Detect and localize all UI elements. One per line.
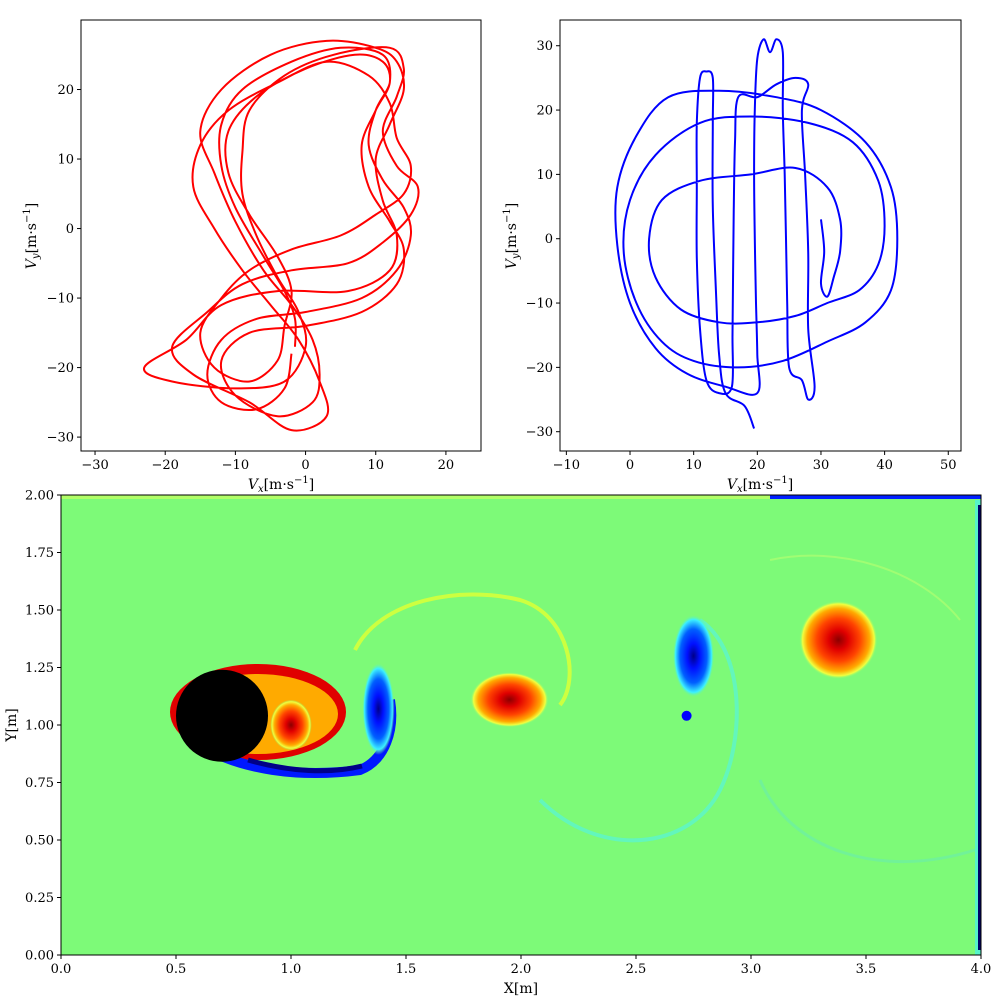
x-tick-label: −10 (222, 458, 249, 473)
y-tick-label: 1.50 (25, 604, 54, 619)
y-tick-label: 20 (536, 104, 553, 119)
x-tick-label: 2.0 (511, 962, 532, 977)
shear-filament-cyan (538, 618, 739, 843)
x-axis-label: Vx[m·s−1] (727, 475, 793, 495)
vortex-positive (799, 600, 878, 680)
x-tick-label: 20 (438, 458, 455, 473)
x-tick-label: 0 (301, 458, 309, 473)
vortex-positive (470, 672, 549, 728)
y-tick-label: 20 (57, 83, 74, 98)
y-tick-label: −10 (47, 292, 74, 307)
chart-vorticity-field: 0.0 0.5 1.0 1.5 2.0 2.5 3.0 3.5 4.0 0.00 0.25 0.50… (4, 489, 991, 998)
y-axis-label: Y[m] (4, 708, 20, 742)
y-tick-label: 0.25 (25, 891, 54, 906)
x-tick-label: −10 (553, 458, 580, 473)
chart-velocity-phase-blue: −10 0 10 20 30 40 50 −30 −20 −10 0 10 20 30 Vx[m·s−1… (502, 19, 962, 495)
y-tick-label: 10 (57, 153, 74, 168)
y-tick-label: 10 (536, 168, 553, 183)
x-tick-label: −30 (81, 458, 108, 473)
lower-shear-layer-dark (247, 757, 363, 774)
plot-frame (80, 19, 482, 452)
x-tick-label: 3.0 (741, 962, 762, 977)
x-tick-label: −20 (151, 458, 178, 473)
x-tick-label: 0.5 (166, 962, 187, 977)
x-axis-label: X[m] (504, 981, 538, 997)
x-tick-label: 4.0 (971, 962, 992, 977)
y-tick-label: 1.25 (25, 661, 54, 676)
probe-marker (681, 710, 692, 721)
x-tick-label: 30 (813, 458, 830, 473)
x-tick-label: 0 (626, 458, 634, 473)
x-tick-label: 10 (685, 458, 702, 473)
x-tick-label: 3.5 (856, 962, 877, 977)
x-tick-label: 20 (749, 458, 766, 473)
y-tick-label: 1.00 (25, 719, 54, 734)
x-tick-label: 1.5 (396, 962, 417, 977)
x-axis-label: Vx[m·s−1] (248, 475, 314, 495)
y-tick-label: 30 (536, 39, 553, 54)
x-tick-label: 1.0 (281, 962, 302, 977)
y-tick-label: 0.50 (25, 834, 54, 849)
y-tick-label: 0.00 (25, 949, 54, 964)
y-tick-label: 1.75 (25, 546, 54, 561)
vortex-negative (362, 662, 395, 755)
shear-filament-faint (769, 554, 961, 621)
vortex-positive (270, 699, 312, 751)
right-outlet-edge (978, 505, 981, 950)
trajectory-line (143, 39, 420, 432)
top-wall-jet (770, 495, 981, 499)
y-tick-label: 0 (66, 222, 74, 237)
shear-filament-yellow (353, 592, 572, 707)
x-tick-label: 0.0 (51, 962, 72, 977)
y-tick-label: −30 (47, 431, 74, 446)
y-tick-label: 2.00 (25, 489, 54, 504)
x-tick-label: 2.5 (626, 962, 647, 977)
x-tick-label: 10 (367, 458, 384, 473)
x-tick-label: 50 (940, 458, 957, 473)
y-tick-label: −10 (526, 297, 553, 312)
y-axis-label: Vy[m·s−1] (502, 203, 522, 269)
y-tick-label: −30 (526, 425, 553, 440)
cylinder-obstacle (176, 669, 268, 762)
x-tick-label: 40 (876, 458, 893, 473)
y-tick-label: 0 (545, 232, 553, 247)
y-tick-label: −20 (47, 361, 74, 376)
y-axis-label: Vy[m·s−1] (22, 203, 42, 269)
vortex-negative (672, 614, 715, 698)
y-tick-label: 0.75 (25, 776, 54, 791)
plot-frame (559, 19, 962, 452)
top-wall-layer (61, 495, 981, 499)
y-tick-label: −20 (526, 361, 553, 376)
shear-filament-faint (758, 779, 976, 863)
trajectory-line (614, 38, 899, 429)
